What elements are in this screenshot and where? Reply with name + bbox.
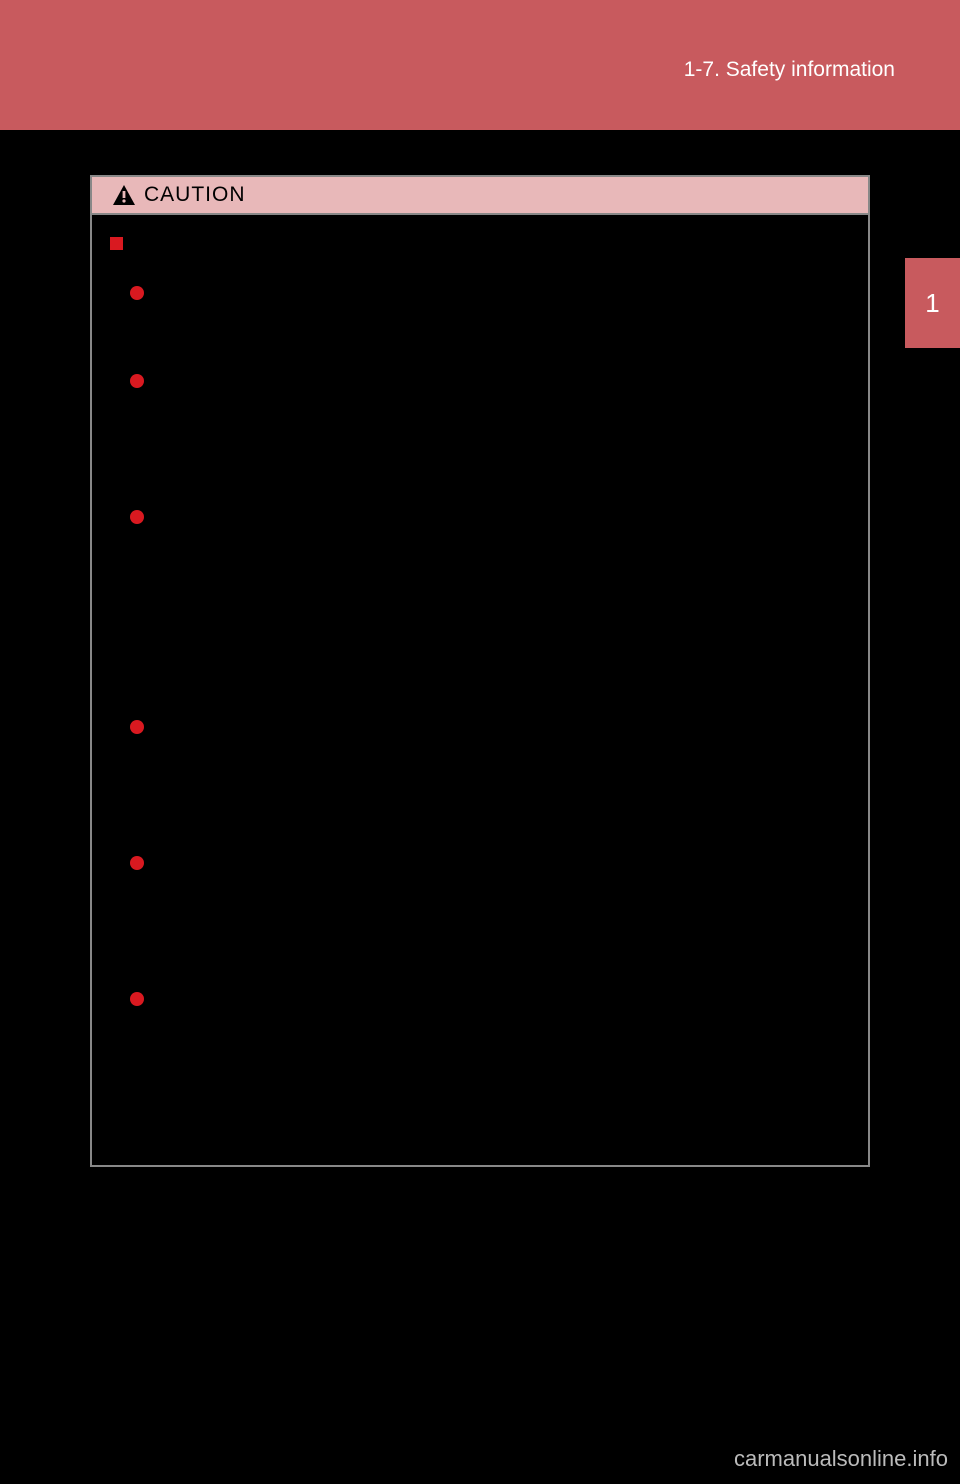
- bullet-item: [130, 507, 850, 677]
- circle-bullet-icon: [130, 992, 144, 1006]
- caution-label: CAUTION: [144, 183, 246, 207]
- circle-bullet-icon: [130, 286, 144, 300]
- warning-triangle-icon: [112, 184, 136, 206]
- chapter-number: 1: [925, 288, 939, 319]
- square-bullet-icon: [110, 237, 123, 250]
- chapter-side-tab: 1: [905, 258, 960, 348]
- caution-subsection: [110, 235, 850, 255]
- circle-bullet-icon: [130, 510, 144, 524]
- bullet-item: [130, 371, 850, 467]
- bullet-item: [130, 717, 850, 813]
- bullet-item: [130, 853, 850, 949]
- header-band: 1-7. Safety information: [0, 0, 960, 130]
- caution-header: CAUTION: [92, 177, 868, 215]
- circle-bullet-icon: [130, 720, 144, 734]
- caution-box: CAUTION: [90, 175, 870, 1167]
- circle-bullet-icon: [130, 374, 144, 388]
- bullet-item: [130, 989, 850, 1085]
- circle-bullet-icon: [130, 856, 144, 870]
- section-title: 1-7. Safety information: [684, 58, 895, 82]
- caution-body: [92, 215, 868, 1165]
- bullet-item: [130, 283, 850, 331]
- watermark: carmanualsonline.info: [734, 1446, 948, 1472]
